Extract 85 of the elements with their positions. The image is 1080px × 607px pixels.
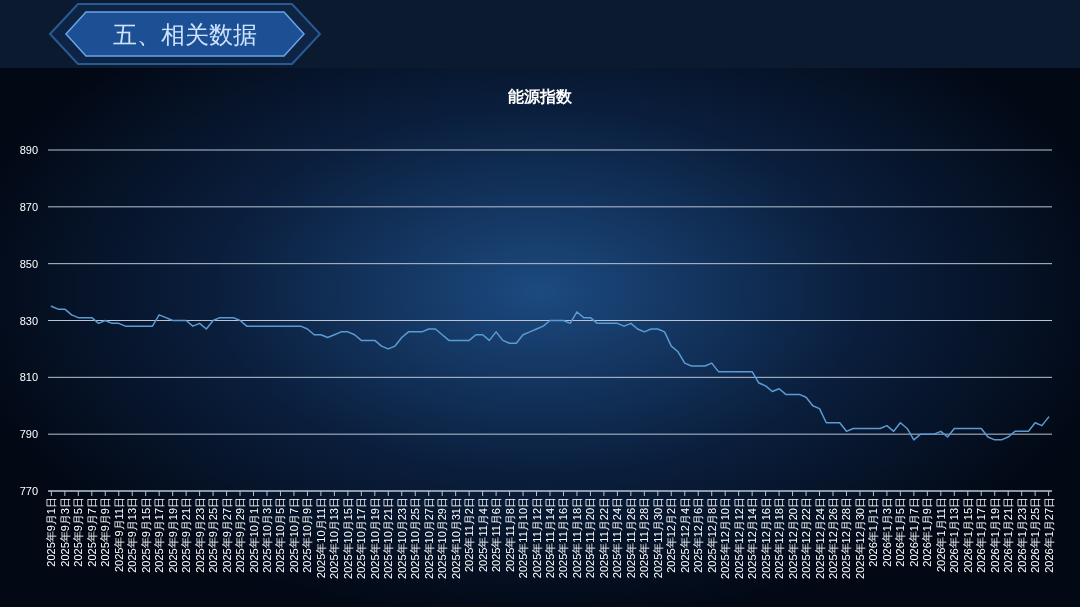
x-tick-label: 2025年11月30日 (651, 497, 664, 579)
x-tick-label: 2026年1月27日 (1042, 497, 1055, 573)
y-tick-label: 870 (19, 200, 38, 213)
x-tick-label: 2025年11月16日 (557, 497, 570, 579)
x-tick-label: 2025年12月16日 (759, 497, 772, 579)
y-tick-label: 790 (19, 428, 38, 441)
x-tick-label: 2025年9月13日 (126, 497, 139, 573)
x-tick-label: 2025年11月20日 (584, 497, 597, 579)
y-tick-label: 850 (19, 257, 38, 270)
x-tick-label: 2025年12月8日 (705, 497, 718, 573)
x-tick-label: 2025年11月28日 (638, 497, 651, 579)
x-tick-label: 2025年9月7日 (85, 497, 98, 567)
x-tick-label: 2026年1月25日 (1029, 497, 1042, 573)
x-tick-label: 2025年11月14日 (544, 497, 556, 579)
x-tick-label: 2026年1月21日 (1002, 497, 1015, 573)
x-tick-label: 2025年9月29日 (234, 497, 247, 573)
x-tick-label: 2025年9月19日 (166, 497, 179, 573)
x-tick-label: 2025年10月1日 (247, 497, 260, 573)
x-tick-label: 2025年9月11日 (112, 497, 125, 573)
x-tick-label: 2025年10月23日 (395, 497, 408, 579)
x-tick-label: 2025年12月30日 (853, 497, 866, 579)
x-tick-label: 2025年10月7日 (287, 497, 300, 573)
x-tick-label: 2025年9月5日 (72, 497, 85, 567)
x-tick-label: 2025年12月2日 (665, 497, 678, 573)
y-tick-label: 830 (19, 314, 38, 327)
x-tick-label: 2025年11月10日 (517, 497, 530, 579)
x-tick-label: 2025年12月14日 (746, 497, 759, 579)
x-tick-label: 2025年10月19日 (368, 497, 381, 579)
x-tick-label: 2026年1月13日 (948, 497, 961, 573)
x-tick-label: 2025年10月27日 (422, 497, 435, 579)
x-tick-label: 2025年9月9日 (99, 497, 112, 567)
y-tick-label: 770 (19, 485, 38, 497)
x-tick-label: 2025年11月2日 (463, 497, 476, 573)
x-tick-label: 2026年1月17日 (975, 497, 988, 573)
x-tick-label: 2026年1月15日 (961, 497, 974, 573)
x-tick-label: 2025年11月22日 (597, 497, 610, 579)
x-tick-label: 2025年10月9日 (301, 497, 314, 573)
x-tick-label: 2025年10月5日 (274, 497, 287, 573)
x-tick-label: 2025年9月1日 (45, 497, 58, 567)
x-tick-label: 2025年12月12日 (732, 497, 745, 579)
x-tick-label: 2025年11月18日 (570, 497, 583, 579)
x-tick-label: 2025年12月6日 (692, 497, 705, 573)
x-tick-label: 2026年1月5日 (894, 497, 907, 567)
chart-title: 能源指数 (508, 88, 573, 105)
x-tick-label: 2025年10月17日 (355, 497, 368, 579)
x-tick-label: 2025年9月21日 (180, 497, 193, 573)
x-tick-label: 2025年9月15日 (139, 497, 152, 573)
x-tick-label: 2026年1月19日 (988, 497, 1001, 573)
x-tick-label: 2025年10月25日 (409, 497, 422, 579)
x-tick-label: 2025年10月31日 (449, 497, 462, 579)
x-tick-label: 2025年10月3日 (260, 497, 273, 573)
x-tick-label: 2025年11月6日 (490, 497, 503, 573)
x-tick-label: 2025年11月12日 (530, 497, 543, 579)
x-tick-label: 2025年11月26日 (624, 497, 637, 579)
x-tick-label: 2026年1月3日 (880, 497, 893, 567)
x-tick-label: 2025年11月24日 (611, 497, 624, 579)
x-tick-label: 2025年10月13日 (328, 497, 341, 579)
x-tick-label: 2025年11月4日 (476, 497, 489, 573)
x-tick-label: 2025年9月17日 (153, 497, 166, 573)
x-tick-label: 2026年1月11日 (934, 497, 947, 573)
x-tick-label: 2025年10月29日 (436, 497, 449, 579)
chart-subtitle: 五、相关数据 (113, 21, 257, 48)
x-tick-label: 2025年12月26日 (827, 497, 840, 579)
x-tick-label: 2025年10月11日 (314, 497, 327, 579)
x-tick-label: 2025年9月25日 (207, 497, 220, 573)
x-tick-label: 2025年12月22日 (800, 497, 813, 579)
x-tick-label: 2025年11月8日 (503, 497, 516, 573)
x-tick-label: 2026年1月23日 (1015, 497, 1028, 573)
x-tick-label: 2025年10月21日 (382, 497, 395, 579)
x-tick-label: 2026年1月9日 (921, 497, 934, 567)
x-tick-label: 2025年12月10日 (719, 497, 732, 579)
x-tick-label: 2025年12月4日 (678, 497, 691, 573)
x-tick-label: 2025年12月28日 (840, 497, 853, 579)
x-tick-label: 2025年9月23日 (193, 497, 206, 573)
x-tick-label: 2026年1月1日 (867, 497, 880, 567)
x-tick-label: 2025年12月24日 (813, 497, 826, 579)
x-tick-label: 2026年1月7日 (907, 497, 920, 567)
x-tick-label: 2025年10月15日 (341, 497, 354, 579)
x-tick-label: 2025年12月20日 (786, 497, 799, 579)
x-tick-label: 2025年9月27日 (220, 497, 233, 573)
y-tick-label: 890 (19, 144, 38, 156)
x-tick-label: 2025年12月18日 (773, 497, 786, 579)
y-tick-label: 810 (19, 371, 38, 384)
x-tick-label: 2025年9月3日 (58, 497, 71, 567)
line-series (50, 305, 1050, 441)
